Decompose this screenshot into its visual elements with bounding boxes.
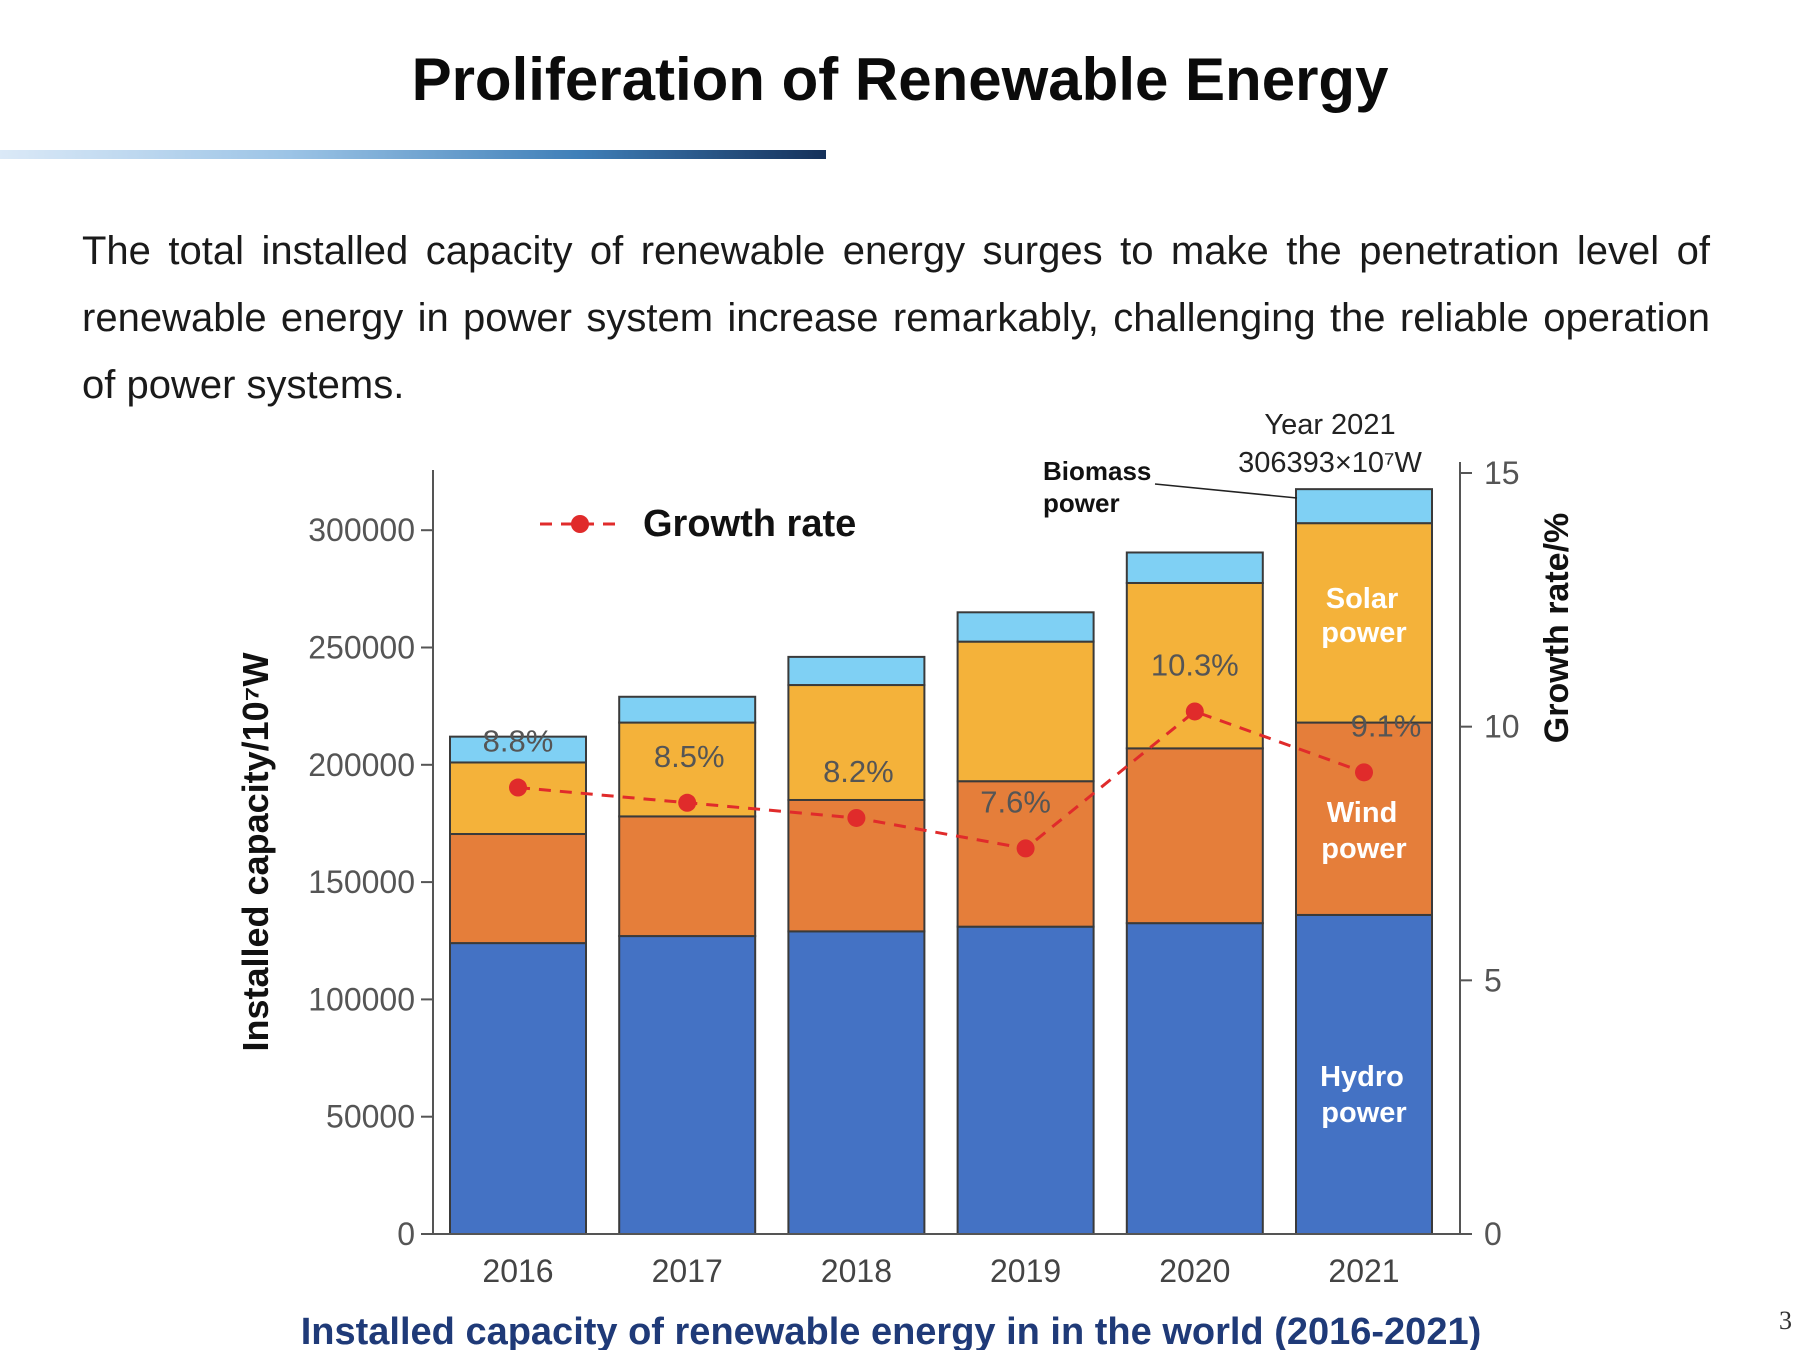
x-tick-label-2017: 2017 (652, 1253, 723, 1289)
page-number: 3 (1779, 1306, 1792, 1335)
y2-tick-label-5: 5 (1484, 962, 1502, 998)
title-underline (0, 150, 826, 159)
x-tick-label-2020: 2020 (1159, 1253, 1230, 1289)
series-label-solar-power-line2: power (1321, 617, 1406, 649)
growth-line-group: 8.8% 8.5% 8.2% 7.6% 10.3% 9.1% (483, 647, 1422, 858)
bar-wind-power-2020 (1125, 747, 1264, 925)
y-tick-label-150000: 150000 (308, 864, 415, 900)
growth-rate-point-2017 (678, 793, 697, 812)
growth-rate-point-2018 (847, 808, 866, 827)
slide-title: Proliferation of Renewable Energy (411, 46, 1389, 113)
axes-group: 2016 2017 2018 2019 2020 2021 0 50000 100000 1500… (235, 455, 1576, 1350)
bar-wind-power-2017 (618, 815, 757, 938)
bar-hydro-power-2021 (1295, 913, 1433, 1235)
growth-rate-point-2016 (509, 778, 527, 797)
growth-rate-point-2019 (1016, 839, 1035, 858)
growth-rate-label-2019: 7.6% (980, 784, 1051, 819)
bar-wind-power-2016 (449, 833, 587, 945)
y2-tick-label-0: 0 (1484, 1216, 1502, 1252)
bar-biomass-power-2019 (956, 611, 1095, 643)
label-group: Growth rateHydropowerWindpowerSolarpower… (540, 409, 1423, 1129)
bar-biomass-power-2021 (1295, 488, 1433, 525)
bar-wind-power-2021 (1295, 721, 1433, 916)
bar-hydro-power-2017 (618, 935, 757, 1235)
legend-growth-marker (571, 515, 589, 533)
series-label-biomass-power-line2: power (1043, 488, 1120, 518)
series-label-wind-power-line2: power (1321, 833, 1406, 865)
annotation-total: 306393×10⁷W (1238, 447, 1422, 479)
x-tick-label-2021: 2021 (1328, 1253, 1399, 1289)
growth-rate-point-2021 (1355, 763, 1373, 782)
bar-solar-power-2016 (449, 761, 587, 836)
series-label-solar-power-line1: Solar (1326, 583, 1399, 615)
growth-rate-label-2018: 8.2% (823, 754, 894, 789)
bar-solar-power-2018 (787, 684, 926, 801)
annotation-year: Year 2021 (1264, 409, 1395, 441)
y2-axis-title: Growth rate/% (1538, 513, 1576, 743)
bar-biomass-power-2018 (787, 655, 926, 687)
x-tick-label-2016: 2016 (482, 1253, 553, 1289)
y-tick-label-200000: 200000 (308, 747, 415, 783)
bar-solar-power-2019 (956, 640, 1095, 783)
legend-growth-label: Growth rate (643, 503, 856, 545)
y-tick-label-300000: 300000 (308, 512, 415, 548)
growth-rate-label-2016: 8.8% (483, 724, 554, 759)
bar-hydro-power-2019 (956, 925, 1095, 1235)
slide-body-text: The total installed capacity of renewabl… (82, 229, 1710, 407)
growth-rate-line (517, 709, 1365, 851)
y-axis-title: Installed capacity/10⁷W (235, 652, 276, 1051)
bar-wind-power-2018 (787, 798, 926, 933)
bar-solar-power-2021 (1295, 522, 1433, 724)
bar-hydro-power-2018 (787, 930, 926, 1236)
y-tick-label-50000: 50000 (326, 1099, 415, 1135)
biomass-leader-line (1154, 483, 1298, 499)
growth-rate-point-2020 (1185, 702, 1204, 721)
y-tick-label-0: 0 (397, 1216, 415, 1252)
bar-biomass-power-2016 (449, 735, 587, 764)
growth-rate-label-2017: 8.5% (654, 739, 725, 774)
bar-hydro-power-2016 (449, 942, 587, 1235)
bar-hydro-power-2020 (1125, 922, 1264, 1236)
y-tick-label-250000: 250000 (308, 630, 415, 666)
growth-rate-label-2020: 10.3% (1151, 647, 1239, 682)
y2-tick-label-15: 15 (1484, 455, 1520, 491)
bar-biomass-power-2017 (618, 695, 757, 724)
chart-title: Installed capacity of renewable energy i… (301, 1311, 1482, 1350)
bar-group (449, 488, 1433, 1236)
growth-rate-label-2021: 9.1% (1351, 708, 1422, 743)
y-tick-label-100000: 100000 (308, 981, 415, 1017)
series-label-hydro-power-line2: power (1321, 1097, 1406, 1129)
series-label-wind-power-line1: Wind (1327, 797, 1398, 829)
x-tick-label-2018: 2018 (821, 1253, 892, 1289)
y2-tick-label-10: 10 (1484, 709, 1520, 745)
x-tick-label-2019: 2019 (990, 1253, 1061, 1289)
bar-biomass-power-2020 (1125, 551, 1264, 584)
series-label-biomass-power-line1: Biomass (1043, 456, 1151, 486)
series-label-hydro-power-line1: Hydro (1320, 1061, 1404, 1093)
